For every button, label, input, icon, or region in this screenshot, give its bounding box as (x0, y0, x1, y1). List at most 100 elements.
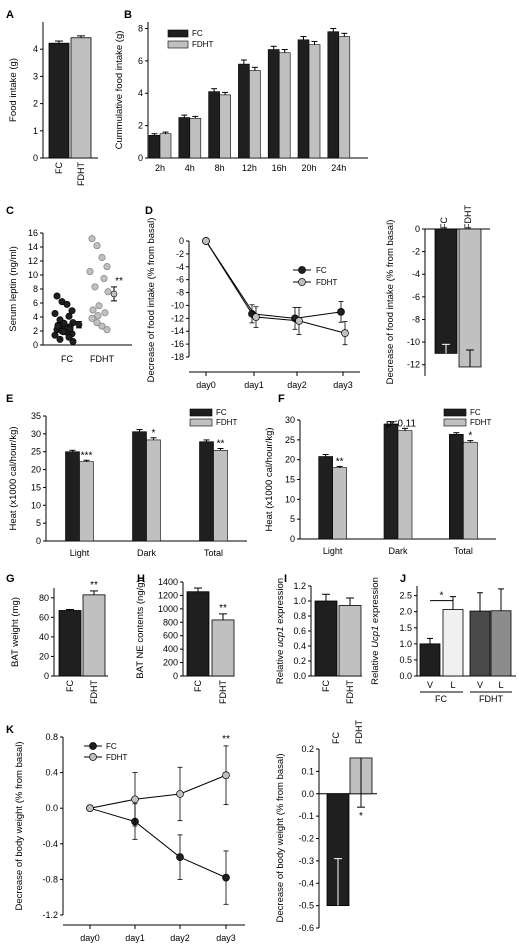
panel-e-significance: * (152, 428, 156, 439)
panel-c-panel-label: C (6, 205, 14, 217)
panel-c-point (59, 328, 67, 336)
panel-j-ylabel: Relative Ucp1 expression (370, 577, 381, 685)
panel-k-xtick-label: day1 (125, 933, 145, 943)
panel-c-point (86, 267, 94, 275)
panel-i-ytick-label: 0.2 (293, 656, 306, 666)
panel-i-ylabel-pre: Relative (275, 647, 286, 684)
panel-j-category-label: V (477, 680, 483, 690)
panel-c-ytick-label: 8 (33, 284, 38, 294)
panel-f-panel-label: F (278, 393, 285, 405)
panel-k2-ytick-label: -0.1 (298, 811, 314, 821)
panel-h-ytick-label: 1000 (158, 604, 178, 614)
panel-f-significance: p<0.11 (386, 418, 417, 429)
panel-k-xtick-label: day3 (216, 933, 236, 943)
panel-e-bar (146, 439, 161, 542)
panel-d-series-line (205, 240, 346, 334)
panel-k-ytick-label: 0.8 (45, 732, 58, 742)
panel-b-legend-swatch (167, 29, 189, 38)
panel-e-bar (65, 451, 80, 542)
panel-k-legend-label: FDHT (106, 753, 127, 762)
panel-b-ylabel: Cummulative food intake (g) (114, 31, 125, 150)
panel-b-ytick-label: 2 (138, 121, 143, 131)
panel-d-point (337, 308, 345, 316)
panel-c-point (53, 292, 61, 300)
panel-k-legend-label: FC (106, 742, 117, 751)
panel-f-significance: * (468, 431, 472, 442)
panel-d2-category-label: FDHT (463, 205, 473, 229)
panel-i-ytick-label: 1.0 (293, 596, 306, 606)
panel-e-category-label: Light (70, 548, 90, 558)
panel-h-ytick-label: 800 (163, 617, 178, 627)
panel-d2-ytick-label: 0 (415, 224, 420, 234)
panel-f-bar (397, 430, 413, 540)
panel-d-point (295, 317, 303, 325)
panel-j-category-label: V (427, 680, 433, 690)
panel-k2-ytick-label: -0.6 (298, 923, 314, 933)
panel-c-ytick-label: 4 (33, 312, 38, 322)
panel-e-legend-swatch (189, 408, 213, 417)
panel-f-ytick-label: 20 (285, 455, 295, 465)
panel-d2-category-label: FC (439, 217, 449, 229)
panel-b-legend-label: FC (192, 29, 203, 38)
panel-k-point (222, 873, 230, 882)
panel-g-category-label: FC (65, 680, 75, 692)
panel-d2-ytick-label: -4 (412, 269, 420, 279)
panel-k2-category-label: FDHT (354, 720, 364, 744)
panel-e-category-label: Dark (137, 548, 157, 558)
panel-d-ytick-label: -4 (176, 262, 184, 272)
panel-f-bar (383, 423, 399, 540)
panel-d2-ytick-label: -12 (407, 360, 420, 370)
panel-i-ytick-label: 0.6 (293, 626, 306, 636)
panel-e-ylabel: Heat (x1000 cal/hour/kg) (8, 426, 19, 530)
panel-g-ytick-label: 60 (39, 612, 49, 622)
panel-k2-ytick-label: 0.1 (301, 766, 314, 776)
panel-k-xtick-label: day0 (80, 933, 100, 943)
panel-f-ytick-label: 15 (285, 475, 295, 485)
panel-b-category-label: 16h (272, 163, 287, 173)
panel-h-panel-label: H (137, 573, 145, 585)
panel-b-category-label: 24h (331, 163, 346, 173)
panel-c-point (63, 300, 71, 308)
panel-b-bar (208, 91, 220, 159)
panel-j-bar (469, 610, 491, 677)
panel-i-ylabel-post: expression (275, 578, 286, 627)
panel-c-point (51, 331, 59, 339)
panel-k-point (176, 790, 184, 798)
panel-d-xtick-label: day2 (287, 380, 307, 390)
panel-c-point (91, 283, 99, 291)
panel-c-ytick-label: 16 (28, 228, 38, 238)
panel-j-ytick-label: 1.0 (399, 639, 412, 649)
panel-c-ytick-label: 10 (28, 270, 38, 280)
panel-c-ytick-label: 14 (28, 242, 38, 252)
panel-c-point (65, 312, 73, 320)
panel-f-legend-label: FDHT (470, 418, 491, 427)
panel-k2-ytick-label: -0.3 (298, 856, 314, 866)
panel-g-ytick-label: 40 (39, 632, 49, 642)
panel-e-ytick-label: 25 (31, 447, 41, 457)
panel-d-legend-label: FDHT (316, 278, 337, 287)
panel-f-category-label: Dark (388, 546, 408, 556)
panel-c-point (54, 322, 62, 330)
panel-k2-significance: * (359, 811, 363, 822)
panel-g-ylabel: BAT weight (mg) (10, 597, 21, 667)
panel-e-ytick-label: 15 (31, 482, 41, 492)
panel-d-ytick-label: -12 (171, 313, 184, 323)
panel-g-ytick-label: 80 (39, 593, 49, 603)
panel-j-category-label: L (450, 680, 455, 690)
panel-k-point (131, 795, 139, 804)
panel-e-ytick-label: 10 (31, 500, 41, 510)
panel-d-ytick-label: -6 (176, 275, 184, 285)
panel-h-ytick-label: 200 (163, 658, 178, 668)
panel-a-ytick-label: 3 (33, 71, 38, 81)
panel-c-point (89, 306, 97, 314)
panel-f-ytick-label: 5 (290, 514, 295, 524)
panel-c-ytick-label: 6 (33, 298, 38, 308)
panel-c-ytick-label: 12 (28, 256, 38, 266)
panel-c-ytick-label: 2 (33, 326, 38, 336)
panel-e-bar (199, 441, 214, 542)
panel-j-ytick-label: 2.5 (399, 591, 412, 601)
panel-k2-ytick-label: 0.0 (301, 789, 314, 799)
panel-c-ylabel: Serum leptin (ng/ml) (8, 246, 19, 332)
panel-b-ytick-label: 4 (138, 88, 143, 98)
panel-b-bar (267, 49, 280, 159)
